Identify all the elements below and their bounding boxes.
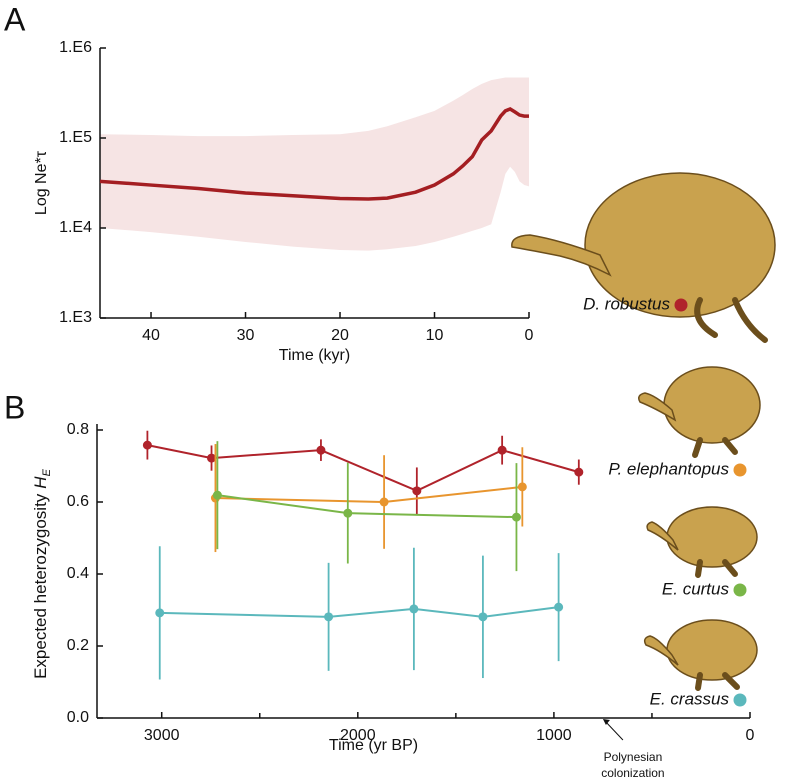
bird-e-curtus [646, 506, 758, 578]
bird-d-robustus [511, 172, 776, 343]
data-point [142, 440, 152, 450]
x-tick-label: 20 [331, 327, 349, 344]
x-tick-label: 1000 [536, 727, 572, 744]
x-tick-label: 0 [746, 727, 755, 744]
median-line [99, 107, 529, 201]
y-axis-title-text: Expected heterozygosity [31, 493, 50, 679]
data-point [517, 482, 527, 492]
x-tick-label: 0 [525, 327, 534, 344]
annotation-text: Polynesian [604, 750, 663, 764]
x-axis-title: Time (kyr) [279, 347, 350, 364]
y-axis-title-subscript: E [41, 468, 53, 476]
data-point [207, 453, 217, 463]
panel-0: A 1.E3 1.E4 1.E5 1.E6 40 30 20 10 0 Time (kyr) Log … [4, 1, 534, 364]
y-tick-label: 1.E6 [59, 39, 92, 56]
y-axis-title: Log Ne*τ [33, 150, 50, 215]
annotation-arrowhead [602, 719, 610, 725]
data-point [497, 445, 507, 455]
bird-e-crassus [643, 619, 758, 691]
data-point [343, 508, 353, 518]
bird-p-elephantopus [638, 366, 761, 458]
x-tick-label: 3000 [144, 727, 180, 744]
y-tick-label: 0.2 [67, 637, 89, 654]
y-tick-label: 0.4 [67, 565, 89, 582]
series-line [159, 606, 559, 618]
legend-label: E. crassus [650, 689, 730, 708]
x-axis-title: Time (yr BP) [329, 737, 418, 754]
legend-swatch [733, 693, 747, 707]
y-axis-title-symbol: H [31, 476, 50, 489]
y-tick-label: 1.E4 [59, 219, 92, 236]
y-tick-label: 0.8 [67, 421, 89, 438]
data-point [554, 602, 564, 612]
data-point [478, 612, 488, 622]
panel-label: A [4, 1, 26, 37]
legend-swatch [674, 298, 688, 312]
y-tick-label: 1.E5 [59, 129, 92, 146]
annotation-arrow [605, 721, 624, 741]
legend-label: D. robustus [583, 294, 670, 313]
data-point [324, 612, 334, 622]
y-tick-label: 0.6 [67, 493, 89, 510]
data-point [574, 467, 584, 477]
y-tick-label: 1.E3 [59, 309, 92, 326]
x-tick-label: 40 [142, 327, 160, 344]
legend-swatch [733, 583, 747, 597]
data-point [412, 486, 422, 496]
series-line [215, 485, 523, 504]
data-point [511, 512, 521, 522]
annotation-text: colonization [601, 766, 664, 780]
panel-label: B [4, 389, 25, 425]
legend-swatch [733, 463, 747, 477]
legend-label: E. curtus [662, 579, 730, 598]
data-point [379, 497, 389, 507]
series-line [147, 444, 580, 492]
data-point [316, 445, 326, 455]
x-tick-label: 2000 [340, 727, 376, 744]
data-point [212, 490, 222, 500]
bird-illustrations [511, 172, 776, 691]
y-axis-title: Expected heterozygosity HE [31, 468, 52, 679]
legend-label: P. elephantopus [608, 459, 729, 478]
data-point [409, 604, 419, 614]
confidence-band [100, 77, 529, 251]
panel-1: B 0.0 0.2 0.4 0.6 0.8 3000 2000 1000 0 Time (yr BP… [4, 389, 755, 780]
x-tick-label: 10 [426, 327, 444, 344]
x-tick-label: 30 [237, 327, 255, 344]
data-point [155, 608, 165, 618]
y-tick-label: 0.0 [67, 709, 89, 726]
